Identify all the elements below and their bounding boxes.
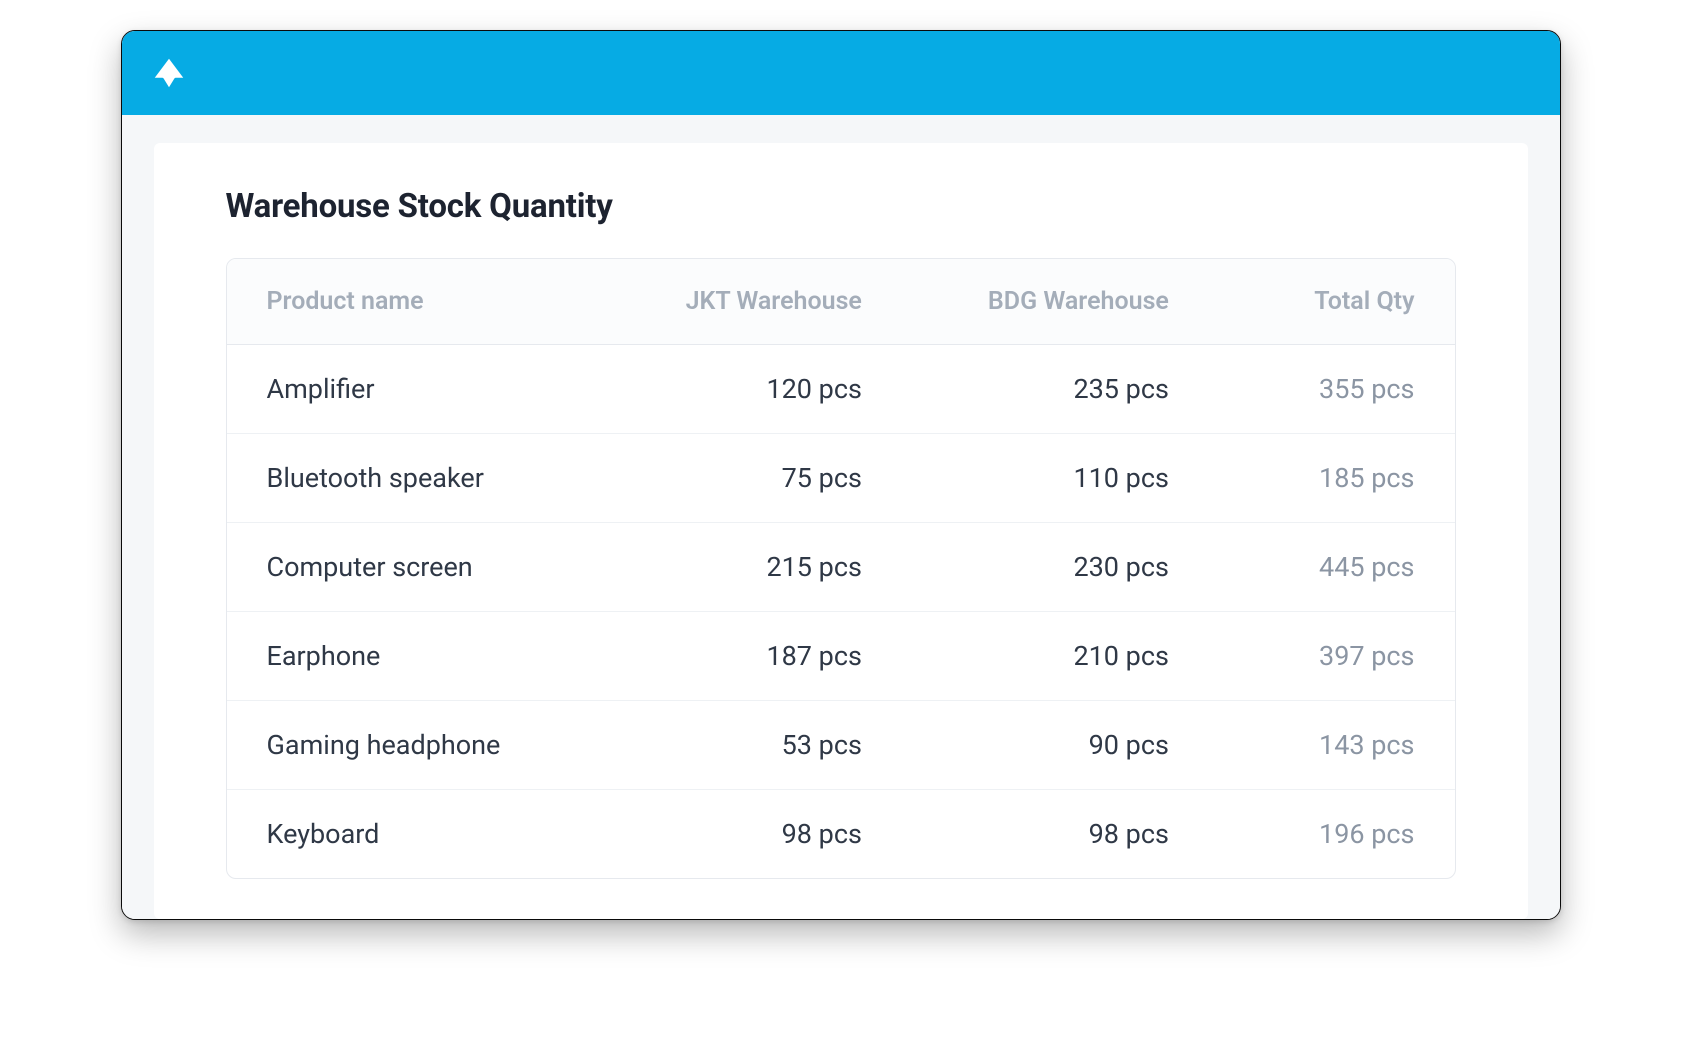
cell-product-name: Keyboard bbox=[227, 790, 632, 878]
cell-jkt-qty: 75 pcs bbox=[632, 434, 902, 523]
cell-product-name: Amplifier bbox=[227, 345, 632, 434]
table-row: Keyboard98 pcs98 pcs196 pcs bbox=[227, 790, 1455, 878]
cell-bdg-qty: 90 pcs bbox=[902, 701, 1209, 790]
cell-total-qty: 397 pcs bbox=[1209, 612, 1455, 701]
stock-card: Warehouse Stock Quantity Product name JK… bbox=[154, 143, 1528, 919]
cell-bdg-qty: 235 pcs bbox=[902, 345, 1209, 434]
col-header-product-name: Product name bbox=[227, 259, 632, 345]
page-body: Warehouse Stock Quantity Product name JK… bbox=[122, 115, 1560, 919]
table-header: Product name JKT Warehouse BDG Warehouse… bbox=[227, 259, 1455, 345]
cell-jkt-qty: 187 pcs bbox=[632, 612, 902, 701]
cell-total-qty: 185 pcs bbox=[1209, 434, 1455, 523]
col-header-bdg: BDG Warehouse bbox=[902, 259, 1209, 345]
arrow-up-logo-icon bbox=[150, 54, 188, 92]
table-row: Computer screen215 pcs230 pcs445 pcs bbox=[227, 523, 1455, 612]
cell-jkt-qty: 215 pcs bbox=[632, 523, 902, 612]
cell-total-qty: 143 pcs bbox=[1209, 701, 1455, 790]
top-bar bbox=[122, 31, 1560, 115]
cell-product-name: Bluetooth speaker bbox=[227, 434, 632, 523]
cell-jkt-qty: 98 pcs bbox=[632, 790, 902, 878]
table-body: Amplifier120 pcs235 pcs355 pcsBluetooth … bbox=[227, 345, 1455, 878]
cell-bdg-qty: 98 pcs bbox=[902, 790, 1209, 878]
col-header-jkt: JKT Warehouse bbox=[632, 259, 902, 345]
cell-jkt-qty: 53 pcs bbox=[632, 701, 902, 790]
table-row: Bluetooth speaker75 pcs110 pcs185 pcs bbox=[227, 434, 1455, 523]
table-row: Gaming headphone53 pcs90 pcs143 pcs bbox=[227, 701, 1455, 790]
cell-bdg-qty: 230 pcs bbox=[902, 523, 1209, 612]
cell-total-qty: 445 pcs bbox=[1209, 523, 1455, 612]
cell-jkt-qty: 120 pcs bbox=[632, 345, 902, 434]
cell-product-name: Gaming headphone bbox=[227, 701, 632, 790]
cell-total-qty: 355 pcs bbox=[1209, 345, 1455, 434]
table-row: Amplifier120 pcs235 pcs355 pcs bbox=[227, 345, 1455, 434]
cell-bdg-qty: 210 pcs bbox=[902, 612, 1209, 701]
card-title: Warehouse Stock Quantity bbox=[226, 187, 1456, 226]
cell-total-qty: 196 pcs bbox=[1209, 790, 1455, 878]
cell-product-name: Earphone bbox=[227, 612, 632, 701]
cell-bdg-qty: 110 pcs bbox=[902, 434, 1209, 523]
table-row: Earphone187 pcs210 pcs397 pcs bbox=[227, 612, 1455, 701]
col-header-total: Total Qty bbox=[1209, 259, 1455, 345]
app-window: Warehouse Stock Quantity Product name JK… bbox=[121, 30, 1561, 920]
stock-table: Product name JKT Warehouse BDG Warehouse… bbox=[226, 258, 1456, 879]
cell-product-name: Computer screen bbox=[227, 523, 632, 612]
